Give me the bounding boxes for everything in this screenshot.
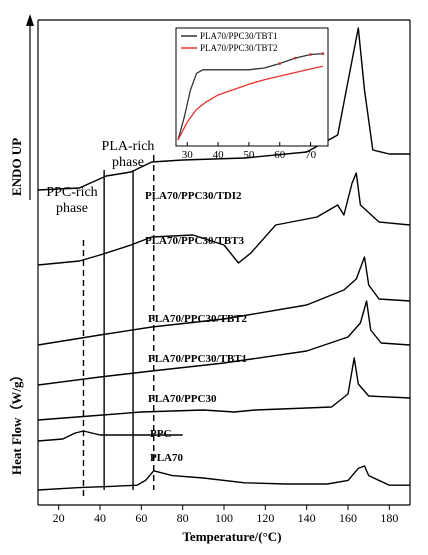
dsc-trace [37,300,411,386]
series-label-pla-ppc: PLA70/PPC30 [148,393,217,405]
series-label-ppc: PPC [150,428,171,440]
inset-x-tick-label: 60 [274,149,286,161]
series-label-pla70: PLA70 [150,452,184,464]
pla-rich-label-line1: PLA-rich [102,139,155,154]
dsc-trace [37,27,410,191]
inset-x-tick-label: 70 [305,149,317,161]
x-ticks: 20 40 60 80 100 120 140 160 180 [53,505,398,525]
x-tick-label: 80 [177,511,189,525]
x-axis-label: Temperature/(°C) [182,529,281,544]
inset-legend: PLA70/PPC30/TBT1 PLA70/PPC30/TBT2 [181,31,278,53]
inset-x-tick-label: 50 [243,149,255,161]
inset-point-marker [278,62,282,65]
x-tick-label: 40 [94,511,106,525]
inset-point-marker [309,53,312,56]
inset-x-tick-label: 30 [182,149,194,161]
ppc-rich-label-line2: phase [56,201,88,216]
inset-point-marker [293,56,297,60]
x-tick-label: 140 [298,511,316,525]
endo-up-label: ENDO UP [9,138,24,196]
inset-legend-label-tbt1: PLA70/PPC30/TBT1 [200,31,278,41]
dsc-trace [37,465,410,491]
inset-legend-label-tbt2: PLA70/PPC30/TBT2 [200,43,278,53]
inset-point-marker [321,52,325,55]
ppc-rich-label-line1: PPC-rich [46,185,97,200]
inset-x-tick-label: 40 [213,149,225,161]
reference-lines [82,155,155,500]
x-tick-label: 120 [256,511,274,525]
inset-traces [177,52,325,141]
dsc-trace [37,357,411,421]
series-label-tdi2: PLA70/PPC30/TDI2 [145,190,242,202]
dsc-traces [37,27,411,491]
inset-trace-tbt2 [177,65,324,141]
pla-rich-label-line2: phase [112,155,144,170]
series-label-tbt3: PLA70/PPC30/TBT3 [145,235,245,247]
x-tick-label: 180 [380,511,398,525]
inset-chart: PLA70/PPC30/TBT1 PLA70/PPC30/TBT2 30 40 50… [175,27,329,161]
inset-x-ticks: 30 40 50 60 70 [182,142,317,161]
series-label-tbt2: PLA70/PPC30/TBT2 [148,313,248,325]
x-tick-label: 60 [135,511,147,525]
x-tick-label: 20 [53,511,65,525]
endo-arrow-head-icon [26,14,34,26]
dsc-trace [37,172,411,266]
x-tick-label: 160 [339,511,357,525]
inset-frame [175,27,329,147]
endo-arrow [26,14,34,200]
y-axis-label: Heat Flow（W/g） [9,368,24,475]
dsc-trace [37,256,411,346]
x-tick-label: 100 [215,511,233,525]
series-label-tbt1: PLA70/PPC30/TBT1 [148,353,247,365]
dsc-trace [37,430,183,442]
